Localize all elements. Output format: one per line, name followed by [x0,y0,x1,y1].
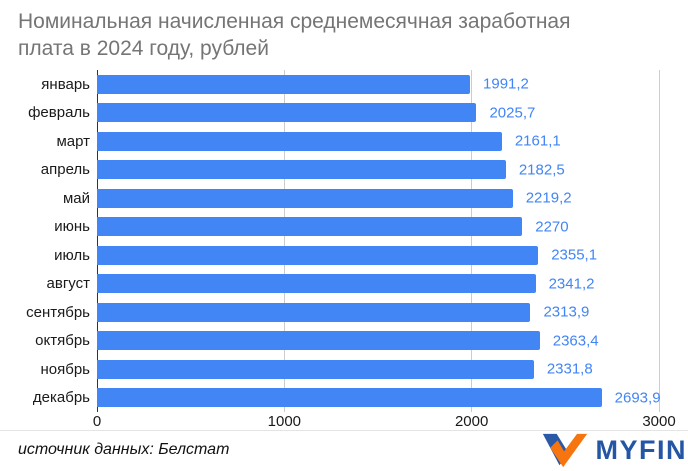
chart-title-line2: плата в 2024 году, рублей [18,37,269,60]
bar-track: 2363,4 [97,331,659,351]
bar-row: июль 2355,1 [7,241,659,270]
chart-title-line1: Номинальная начисленная среднемесячная з… [18,10,571,33]
bar [97,74,471,94]
bar-row: январь 1991,2 [7,70,659,99]
bar [97,388,602,408]
bar-track: 2355,1 [97,245,659,265]
gridline [658,70,660,412]
bar-row: август 2341,2 [7,270,659,299]
bar-row: октябрь 2363,4 [7,327,659,356]
bar [97,103,477,123]
value-label: 2341,2 [548,275,595,293]
bar-track: 2313,9 [97,302,659,322]
bar-track: 2219,2 [97,188,659,208]
myfin-logo-mark-icon [542,433,587,468]
month-label: апрель [40,161,90,179]
month-label: январь [41,75,90,93]
value-label: 2025,7 [489,104,536,122]
bar-row: декабрь 2693,9 [7,384,661,413]
value-label: 2182,5 [518,161,565,179]
gridline-layer [96,70,660,412]
bar-rows: январь 1991,2 февраль 2025,7 март 2161,1 апрел… [7,70,661,413]
y-axis-line [96,70,98,412]
x-tick-label: 0 [92,413,102,430]
bar-row: май 2219,2 [7,184,659,213]
month-label: октябрь [35,332,90,350]
month-label: август [46,275,90,293]
value-label: 2270 [535,218,569,236]
myfin-logo: MYFIN [541,431,688,470]
gridline [283,70,285,412]
bar-row: июнь 2270 [7,213,659,242]
bar-track: 1991,2 [97,74,659,94]
bar-track: 2270 [97,217,659,237]
bar [97,160,506,180]
value-label: 2313,9 [543,303,590,321]
bar-row: март 2161,1 [7,127,659,156]
bar-track: 2182,5 [97,160,659,180]
value-label: 2161,1 [514,132,561,150]
value-label: 2331,8 [546,360,593,378]
month-label: март [56,132,90,150]
bar [97,274,536,294]
value-label: 1991,2 [483,75,529,93]
value-label: 2693,9 [614,389,661,407]
month-label: июнь [54,218,90,236]
bar [97,359,534,379]
myfin-logo-text: MYFIN [595,435,687,465]
bar [97,188,513,208]
bar [97,302,531,322]
x-axis: 0 1000 2000 3000 [93,413,676,431]
bar-row: апрель 2182,5 [7,156,659,185]
month-label: февраль [28,104,90,122]
bar [97,331,540,351]
value-label: 2363,4 [552,332,599,350]
bar-row: ноябрь 2331,8 [7,355,659,384]
footer-separator [0,430,688,431]
month-label: декабрь [32,389,90,407]
bar-track: 2341,2 [97,274,659,294]
source-note: источник данных: Белстат [18,441,230,458]
bar [97,131,502,151]
bar-row: февраль 2025,7 [7,99,659,128]
gridline [471,70,473,412]
logo-orange-shape [549,433,587,468]
x-tick-label: 1000 [267,413,302,430]
bar-track: 2161,1 [97,131,659,151]
bar-row: сентябрь 2313,9 [7,298,659,327]
value-label: 2355,1 [551,246,598,264]
chart-title: Номинальная начисленная среднемесячная з… [18,8,678,62]
bar [97,245,539,265]
x-tick-label: 3000 [642,413,676,430]
bar-track: 2025,7 [97,103,659,123]
value-label: 2219,2 [525,189,572,207]
bar-track: 2693,9 [97,388,661,408]
bar-chart: январь 1991,2 февраль 2025,7 март 2161,1 апрел… [7,70,661,413]
month-label: июль [54,246,90,264]
month-label: ноябрь [40,360,91,378]
bar [97,217,523,237]
month-label: май [62,189,90,207]
bar-track: 2331,8 [97,359,659,379]
month-label: сентябрь [26,303,90,321]
x-tick-label: 2000 [454,413,489,430]
